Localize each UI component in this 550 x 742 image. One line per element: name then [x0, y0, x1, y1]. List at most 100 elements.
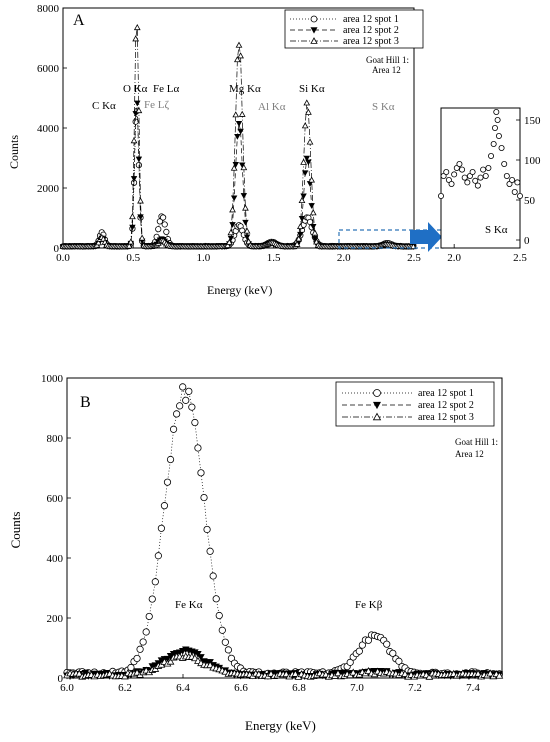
data-point-spot1 [142, 628, 150, 636]
inset-data-point [472, 177, 479, 184]
inset-data-point [480, 166, 487, 173]
y-tick-label: 0 [54, 243, 60, 255]
inset-data-point [469, 168, 476, 175]
x-tick-label: 2.0 [447, 252, 461, 264]
sample-note-line1: Goat Hill 1: [366, 55, 409, 65]
data-point-spot2 [311, 235, 319, 242]
data-point-spot1 [188, 403, 196, 411]
x-tick-label: 2.5 [513, 252, 527, 264]
data-point-spot1 [358, 641, 366, 649]
inset-data-point [482, 172, 489, 179]
zoom-arrow-icon [410, 222, 442, 252]
y-tick-label: 600 [47, 493, 64, 505]
series-line-spot1 [66, 386, 500, 676]
data-point-spot2 [240, 193, 248, 199]
inset-data-point [490, 140, 497, 147]
data-point-spot1 [355, 647, 363, 655]
inset-data-point [474, 182, 481, 189]
data-point-spot2 [230, 195, 238, 202]
x-tick-label: 6.4 [176, 682, 190, 694]
y-tick-label: 4000 [37, 123, 60, 135]
data-point-spot3 [295, 235, 303, 242]
panel-b-y-axis-label: Counts [8, 512, 23, 549]
x-tick-label: 7.2 [408, 682, 422, 694]
annotation-o-ka: O Kα [123, 83, 148, 95]
data-point-spot3 [137, 197, 144, 204]
data-point-spot1 [161, 221, 168, 228]
data-point-spot3 [308, 176, 316, 183]
annotation-fe-lz: Fe Lζ [144, 99, 169, 111]
data-point-spot3 [130, 137, 138, 144]
data-point-spot1 [203, 525, 211, 534]
legend-b-label-spot3: area 12 spot 3 [418, 412, 474, 423]
inset-data-point [491, 125, 498, 132]
inset-data-point [517, 192, 524, 199]
data-point-spot2 [235, 120, 243, 127]
inset-data-point [503, 172, 510, 179]
data-point-spot1 [346, 658, 354, 666]
data-point-spot1 [139, 638, 147, 646]
annotation-fe-la: Fe Lα [153, 83, 179, 95]
data-point-spot1 [176, 402, 184, 410]
y-tick-label: 200 [47, 613, 64, 625]
panel-inset: 2.0 2.5 0 50 100 150 S Kα [437, 107, 541, 264]
data-point-spot3 [95, 239, 102, 246]
panel-b-legend: area 12 spot 1 area 12 spot 2 area 12 sp… [335, 381, 495, 427]
legend-label-spot1: area 12 spot 1 [343, 14, 399, 25]
data-point-spot2 [137, 214, 144, 221]
data-point-spot3 [138, 234, 146, 241]
inset-data-point [488, 152, 495, 159]
y-tick-label: 8000 [37, 3, 60, 15]
y-tick-label: 0 [524, 235, 530, 247]
data-point-spot1 [163, 478, 172, 486]
x-tick-label: 6.8 [292, 682, 306, 694]
x-tick-label: 6.6 [234, 682, 248, 694]
data-point-spot1 [157, 524, 165, 532]
inset-data-point [501, 160, 508, 167]
data-point-spot1 [154, 552, 162, 560]
data-point-spot3 [127, 238, 135, 245]
data-point-spot3 [166, 657, 175, 665]
data-point-spot1 [185, 387, 193, 395]
x-tick-label: 1.5 [267, 252, 281, 264]
legend-box-b [335, 381, 495, 427]
panel-b-data [63, 383, 504, 680]
data-point-spot1 [224, 646, 232, 654]
data-point-spot1 [194, 444, 202, 452]
data-point-spot3 [238, 110, 246, 117]
x-tick-label: 6.2 [118, 682, 132, 694]
panel-b-x-axis-label: Energy (keV) [245, 718, 316, 733]
y-tick-label: 6000 [37, 63, 60, 75]
data-point-spot1 [212, 595, 220, 603]
data-point-spot1 [136, 645, 144, 653]
panel-label-b: B [80, 394, 91, 411]
y-tick-label: 400 [47, 553, 64, 565]
data-point-spot1 [364, 636, 373, 644]
data-point-spot3 [495, 671, 504, 679]
data-point-spot3 [224, 241, 232, 248]
legend-b-marker-spot2 [372, 401, 382, 410]
panel-a-x-axis-label: Energy (keV) [207, 283, 272, 297]
inset-data-point [494, 117, 501, 124]
data-point-spot2 [242, 219, 249, 226]
panel-a-y-axis-label: Counts [7, 135, 21, 169]
inset-data-point [437, 192, 444, 199]
inset-data-point [485, 164, 492, 171]
annotation-mg-ka: Mg Kα [229, 83, 261, 95]
data-point-spot2 [130, 176, 138, 182]
legend-b-label-spot2: area 12 spot 2 [418, 400, 474, 411]
data-point-spot3 [305, 108, 312, 115]
data-point-spot3 [486, 669, 495, 677]
data-point-spot3 [303, 99, 311, 106]
panel-b-plot-frame [66, 377, 503, 679]
legend-b-marker-spot1 [373, 389, 381, 397]
data-point-spot3 [349, 668, 358, 676]
x-tick-label: 6.0 [60, 682, 74, 694]
inset-data [437, 109, 524, 199]
annotation-si-ka: Si Kα [299, 83, 325, 95]
panel-a: 0.0 0.5 1.0 1.5 2.0 2.5 0 2000 4000 6000 8000 A C … [7, 3, 424, 297]
data-point-spot3 [296, 222, 304, 230]
panel-label-a: A [73, 12, 85, 29]
annotation-al-ka: Al Kα [258, 101, 286, 113]
data-point-spot3 [243, 227, 251, 234]
